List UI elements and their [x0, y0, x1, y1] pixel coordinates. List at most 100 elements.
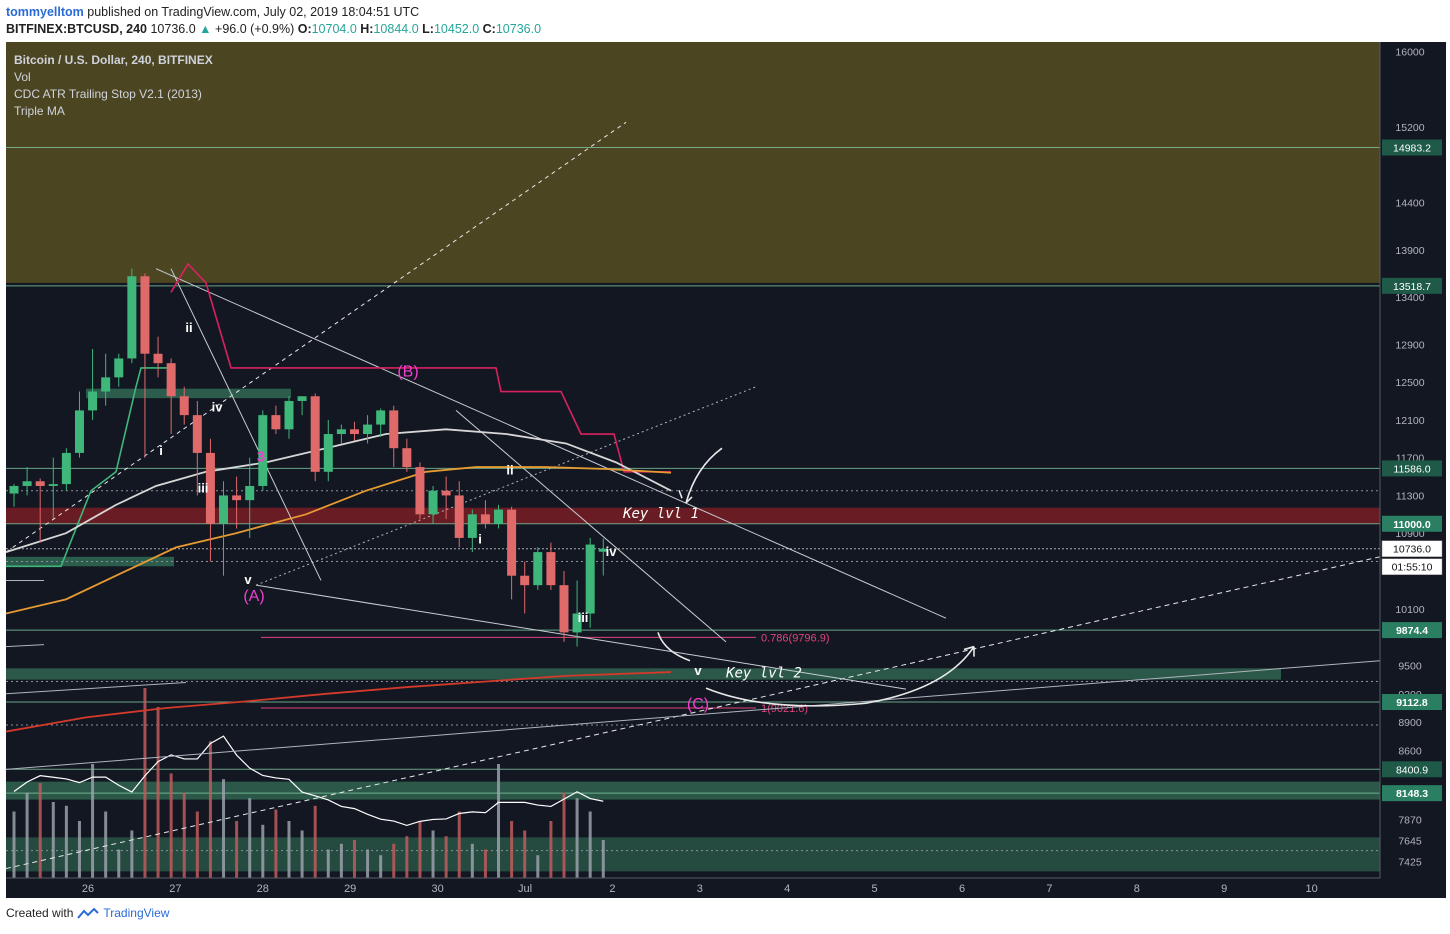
volume-bar [431, 830, 435, 878]
price-tick: 12500 [1395, 377, 1424, 389]
footer: Created with TradingView [6, 906, 169, 920]
level-9112-tag [1382, 694, 1442, 711]
price-tick: 8900 [1398, 717, 1422, 729]
close-label: C: [482, 22, 496, 36]
key-level-1-label: Key lvl 1 [622, 506, 699, 522]
countdown-tag [1381, 558, 1443, 575]
legend-vol[interactable]: Vol [14, 70, 31, 84]
candle-body [310, 396, 320, 472]
candle-body [559, 585, 569, 633]
levels-layer: 0.786(9796.9)1(9021.6) [6, 146, 1380, 852]
time-tick: 27 [169, 883, 181, 895]
candle-body [48, 484, 58, 486]
candle-body [258, 415, 268, 486]
low-value: 10452.0 [433, 22, 480, 36]
volume-bar [195, 811, 199, 878]
wave2-v-label: v [694, 663, 702, 678]
indicator-legend: Bitcoin / U.S. Dollar, 240, BITFINEX Vol… [14, 53, 213, 118]
wave-a-label: (A) [243, 588, 264, 605]
candle-body [245, 485, 255, 501]
price-tick: 14400 [1395, 198, 1424, 210]
descending-resistance-line [155, 268, 947, 619]
candle-body [232, 495, 242, 501]
ma-orange-line [6, 466, 672, 615]
publish-line: tommyelltom published on TradingView.com… [6, 4, 1446, 21]
demand-zone-8148 [6, 781, 1380, 800]
legend-symbol: Bitcoin / U.S. Dollar, 240, BITFINEX [14, 53, 213, 67]
volume-bar [601, 840, 605, 878]
volume-bar [313, 805, 317, 878]
time-tick: 26 [82, 883, 94, 895]
publish-info: published on TradingView.com, July 02, 2… [87, 5, 420, 19]
candle-body [114, 358, 124, 378]
volume-bar [575, 798, 579, 878]
wave-iii-label: iii [198, 481, 209, 496]
time-tick: 29 [344, 883, 356, 895]
candle-body [494, 509, 504, 524]
tradingview-brand[interactable]: TradingView [103, 906, 170, 920]
candle-body [507, 509, 517, 576]
drawings-layer [6, 121, 1381, 870]
candle-body [88, 391, 98, 411]
atr-stop-red [170, 262, 671, 473]
candle-body [572, 613, 582, 633]
axes-layer: 16000 15200 14400 13900 13400 12900 12500 12100… [6, 42, 1446, 898]
candle-body [61, 452, 71, 485]
candle-body [166, 363, 176, 397]
legend-ma[interactable]: Triple MA [14, 104, 65, 118]
volume-bar [25, 792, 29, 878]
volume-bar [549, 821, 553, 878]
candle-body [9, 485, 19, 494]
candle-body [467, 514, 477, 538]
volume-bar [366, 849, 370, 878]
zones-layer [6, 42, 1380, 872]
arrow-head-1 [678, 489, 693, 504]
volume-bar [77, 821, 81, 878]
volume-bar [352, 840, 356, 878]
level-9874-tag-label: 9874.4 [1396, 625, 1428, 637]
time-tick: 2 [609, 883, 615, 895]
price-tick: 13400 [1395, 292, 1424, 304]
level-8148-tag-label: 8148.3 [1396, 788, 1428, 800]
price-tick: 13900 [1395, 245, 1424, 257]
low-label: L: [422, 22, 434, 36]
candle-body [205, 452, 215, 524]
level-9874-tag [1382, 622, 1442, 639]
candle-body [35, 481, 45, 486]
candle-body [546, 552, 556, 586]
volume-bar [143, 688, 147, 878]
level-9112-tag-label: 9112.8 [1396, 697, 1428, 709]
volume-bar [562, 792, 566, 878]
candle-body [101, 377, 111, 392]
author-link[interactable]: tommyelltom [6, 5, 84, 19]
level-14983-tag-label: 14983.2 [1393, 142, 1431, 154]
volume-bar [588, 811, 592, 878]
wave-i-label: i [159, 443, 163, 458]
candles-layer [9, 268, 608, 647]
volume-bar [339, 843, 343, 878]
ohlc-line: BITFINEX:BTCUSD, 240 10736.0 ▲ +96.0 (+0… [6, 21, 1446, 38]
candle-body [363, 424, 373, 435]
candle-body [153, 353, 163, 364]
upper-olive-zone [6, 42, 1380, 283]
candle-body [349, 429, 359, 435]
high-label: H: [360, 22, 374, 36]
candle-body [127, 276, 137, 359]
time-tick: 5 [872, 883, 878, 895]
candle-body [402, 448, 412, 468]
volume-bar [523, 830, 527, 878]
legend-atr[interactable]: CDC ATR Trailing Stop V2.1 (2013) [14, 87, 202, 101]
high-value: 10844.0 [373, 22, 419, 36]
wave-b-label: (B) [397, 363, 418, 380]
level-8148-tag [1382, 785, 1442, 802]
candle-body [389, 410, 399, 449]
volume-bar [497, 764, 501, 878]
current-price-tag-label: 10736.0 [1393, 544, 1431, 556]
volume-bar [470, 843, 474, 878]
candle-body [271, 415, 281, 430]
price-tick: 15200 [1395, 122, 1424, 134]
level-8400-tag-label: 8400.9 [1396, 764, 1428, 776]
price-chart[interactable]: 0.786(9796.9)1(9021.6) Key lvl 1 Key lvl … [6, 42, 1446, 898]
projected-path-arrowhead [963, 645, 975, 657]
